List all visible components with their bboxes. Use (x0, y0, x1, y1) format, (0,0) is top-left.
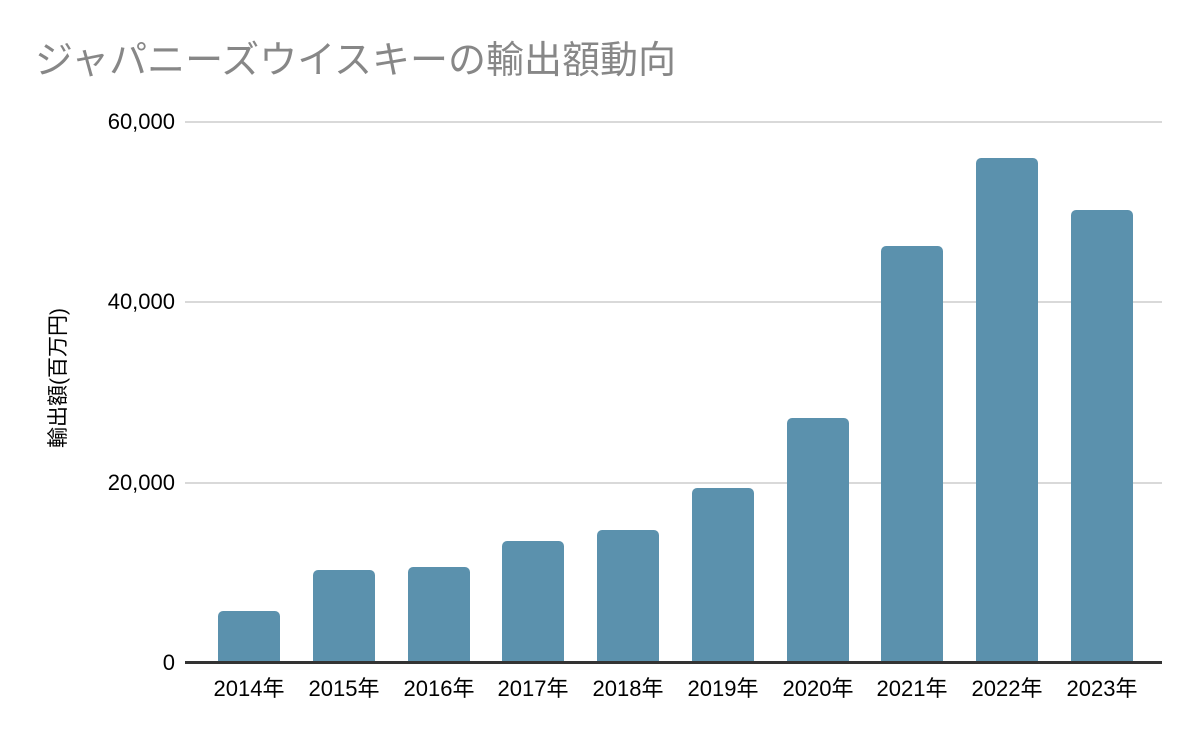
x-tick-label: 2015年 (308, 676, 380, 701)
bar-2017年 (502, 541, 564, 663)
x-tick-label: 2020年 (782, 676, 854, 701)
bar-2016年 (408, 567, 470, 663)
y-tick-label: 60,000 (107, 109, 175, 134)
bar-2018年 (597, 530, 659, 663)
x-tick-label: 2016年 (403, 676, 475, 701)
chart-title: ジャパニーズウイスキーの輸出額動向 (35, 40, 677, 82)
gridline (185, 121, 1162, 123)
y-tick-label: 40,000 (107, 289, 175, 315)
x-tick-label: 2017年 (497, 676, 569, 701)
bar-2015年 (313, 570, 375, 663)
x-tick-label: 2023年 (1066, 676, 1138, 701)
bar-2023年 (1071, 210, 1133, 663)
x-tick-label: 2022年 (971, 676, 1043, 701)
bar-2021年 (881, 246, 943, 663)
gridline (185, 301, 1162, 304)
x-tick-label: 2019年 (687, 676, 759, 701)
bar-2019年 (692, 488, 754, 663)
y-tick-label: 20,000 (107, 469, 175, 495)
gridline (185, 481, 1162, 484)
x-tick-label: 2014年 (213, 676, 285, 701)
y-tick-label: 0 (162, 650, 175, 675)
bar-2020年 (787, 418, 849, 663)
x-tick-label: 2021年 (876, 676, 948, 701)
x-axis-line (185, 661, 1162, 664)
x-tick-label: 2018年 (592, 676, 664, 701)
y-axis-title: 輸出額(百万円) (47, 308, 70, 448)
bar-2014年 (218, 611, 280, 663)
bar-2022年 (976, 158, 1038, 663)
